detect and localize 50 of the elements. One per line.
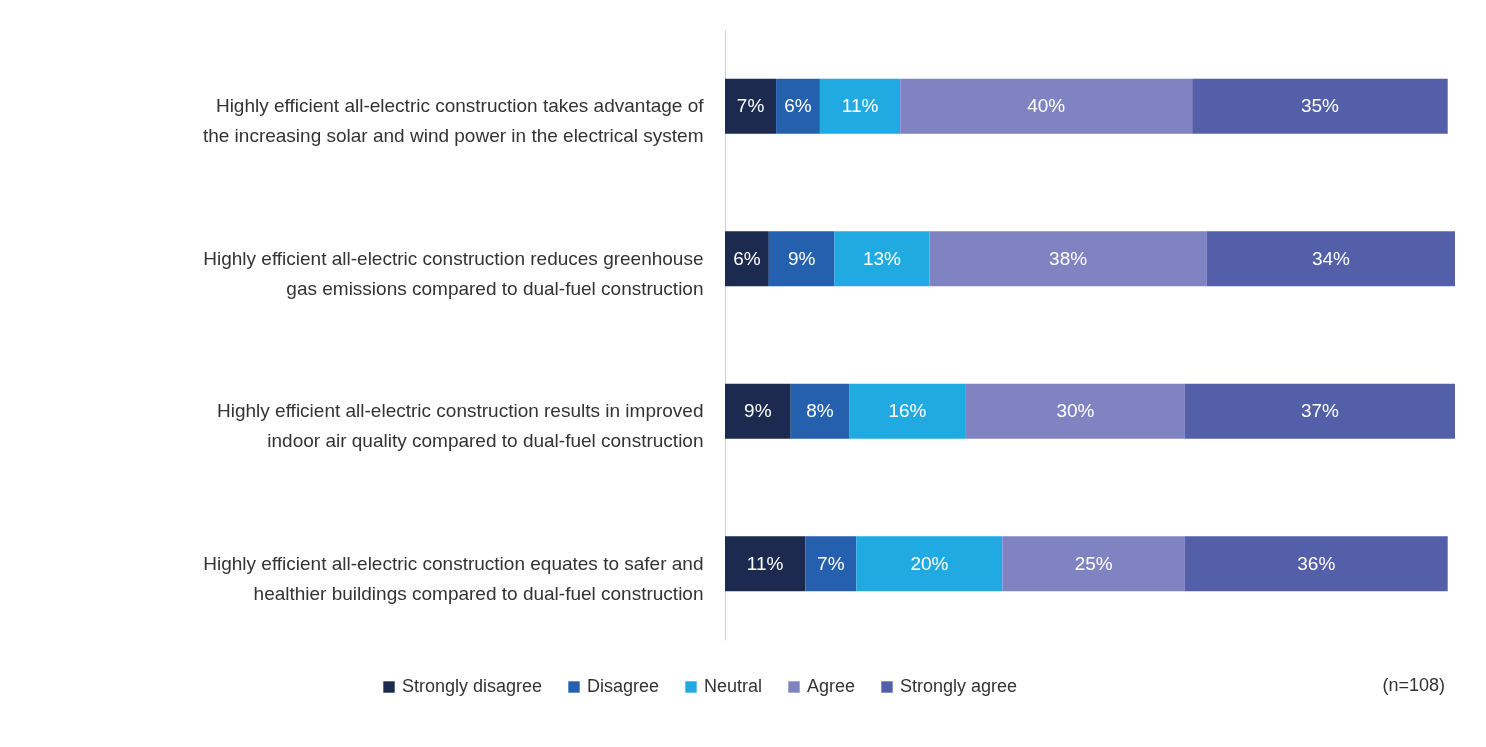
text: (n=108) [1382,675,1445,695]
bar [1206,231,1455,287]
bar [834,231,930,287]
legend-label: Agree [807,676,856,696]
bar [856,536,1003,592]
data-label: 25% [1074,552,1113,574]
legend-label: Disagree [587,676,660,696]
data-label: 34% [1311,247,1351,269]
data-label: 11% [746,552,784,574]
bar [1184,383,1455,439]
data-label: 7% [736,95,765,117]
data-label: 35% [1300,95,1340,117]
data-label: 6% [733,247,761,269]
bar [776,78,820,134]
y-tick-label: Highly efficient all-electric construction equates to safer and healthier buildings compared to dual-fuel construction [203,552,704,604]
bar [725,383,791,439]
data-label: 8% [806,400,834,422]
bar [725,231,769,287]
bar [725,536,806,592]
data-label: 9% [787,247,816,269]
bar [725,78,777,134]
bar [929,231,1207,287]
bar [768,231,835,287]
y-tick-label: Highly efficient all-electric construction results in improved indoor air quality compared to dual-fuel construction [217,400,704,452]
y-tick-label: Highly efficient all-electric construction takes advantage of the increasing solar and wind power in the electrical system [202,95,705,147]
bar [1184,536,1448,592]
bar [1192,78,1448,134]
data-label: 30% [1056,400,1095,422]
legend-label: Strongly disagree [402,676,543,696]
bar [965,383,1185,439]
bar [849,383,966,439]
data-label: 40% [1027,95,1066,117]
data-label: 38% [1049,247,1088,269]
bar [790,383,850,439]
bar [805,536,857,592]
y-tick-label: Highly efficient all-electric construction reduces greenhouse gas emissions compared to dual-fuel construction [203,247,704,299]
data-label: 20% [910,552,949,574]
bar [1002,536,1185,592]
data-label: 13% [862,247,902,269]
data-label: 9% [744,400,772,422]
data-label: 16% [888,400,927,422]
data-label: 36% [1297,552,1336,574]
data-label: 37% [1300,400,1340,422]
data-label: 6% [784,95,812,117]
legend-label: Neutral [704,676,763,696]
legend-label: Strongly agree [900,676,1018,696]
data-label: 7% [817,552,845,574]
data-label: 11% [841,95,879,117]
bar [819,78,901,134]
bar [900,78,1193,134]
